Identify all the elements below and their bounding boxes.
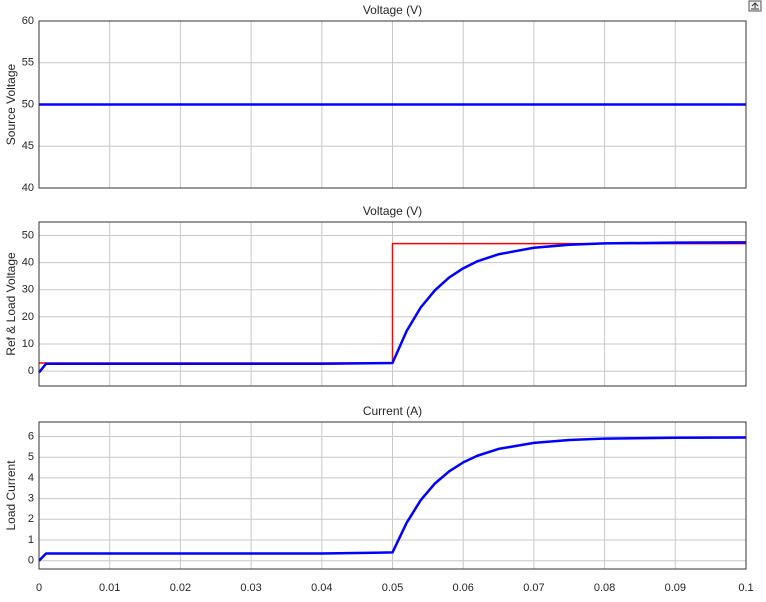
y-tick-label: 30 (22, 284, 34, 296)
data-line (38, 241, 747, 374)
chart-title: Voltage (V) (363, 3, 422, 17)
y-axis-label: Ref & Load Voltage (4, 252, 18, 356)
chart-title: Current (A) (363, 404, 422, 418)
x-tick-label: 0.07 (523, 582, 544, 594)
y-tick-label: 4 (28, 472, 34, 484)
x-tick-label: 0.09 (665, 582, 686, 594)
y-tick-label: 6 (28, 430, 34, 442)
scope-button-icon (751, 2, 759, 10)
axes-box (38, 421, 747, 570)
y-tick-label: 50 (22, 229, 34, 241)
y-tick-label: 0 (28, 365, 34, 377)
x-tick-label: 0.05 (382, 582, 403, 594)
y-tick-label: 20 (22, 311, 34, 323)
axes-box (38, 221, 747, 387)
y-tick-label: 50 (22, 98, 34, 110)
y-tick-label: 45 (22, 140, 34, 152)
y-tick-label: 3 (28, 493, 34, 505)
y-tick-label: 1 (28, 534, 34, 546)
x-tick-label: 0.02 (170, 582, 191, 594)
y-tick-label: 10 (22, 338, 34, 350)
x-tick-label: 0.1 (738, 582, 753, 594)
y-axis-label: Load Current (4, 460, 18, 531)
y-tick-label: 60 (22, 15, 34, 27)
x-tick-label: 0.01 (99, 582, 120, 594)
x-tick-label: 0.06 (452, 582, 473, 594)
chart-title: Voltage (V) (363, 204, 422, 218)
y-tick-label: 40 (22, 182, 34, 194)
y-axis-label: Source Voltage (4, 63, 18, 145)
x-tick-label: 0 (36, 582, 42, 594)
x-tick-label: 0.04 (311, 582, 332, 594)
x-tick-label: 0.08 (594, 582, 615, 594)
data-line (38, 436, 747, 562)
y-tick-label: 5 (28, 451, 34, 463)
x-tick-label: 0.03 (240, 582, 261, 594)
axes-box (38, 20, 747, 189)
y-tick-label: 40 (22, 257, 34, 269)
y-tick-label: 0 (28, 555, 34, 567)
y-tick-label: 2 (28, 513, 34, 525)
y-tick-label: 55 (22, 57, 34, 69)
